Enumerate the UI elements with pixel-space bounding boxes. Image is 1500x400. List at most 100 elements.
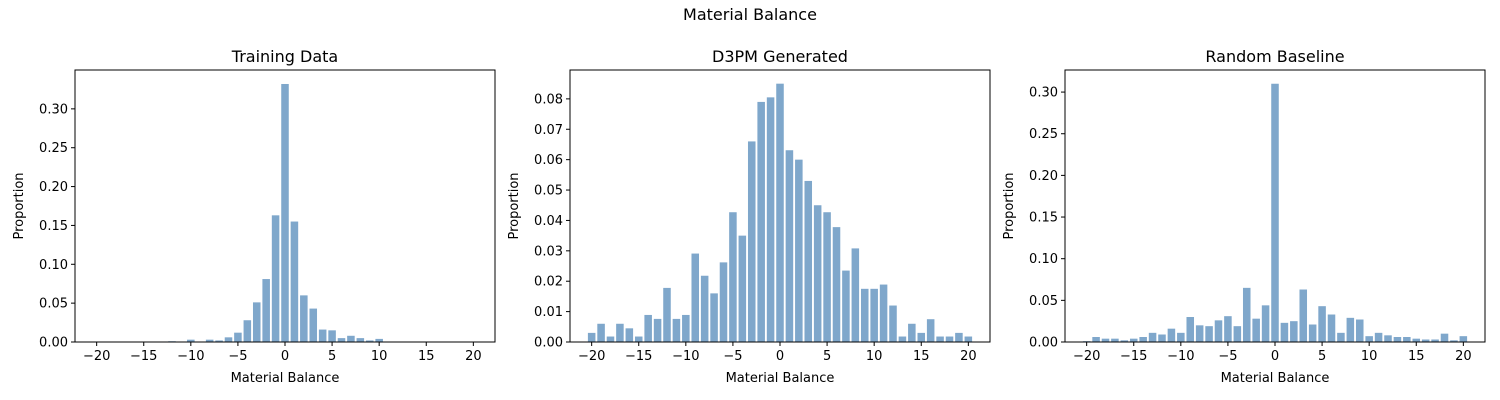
bar <box>964 336 973 342</box>
bar <box>1412 338 1421 342</box>
bar <box>1374 332 1383 342</box>
x-tick-label: 0 <box>776 349 784 364</box>
bar <box>365 340 374 342</box>
bar <box>1129 338 1138 342</box>
bar <box>625 328 634 342</box>
bar <box>1092 337 1100 342</box>
bar <box>842 270 850 342</box>
bar <box>1290 321 1298 342</box>
bar <box>1280 322 1289 342</box>
x-tick-label: 20 <box>960 349 977 364</box>
bar <box>926 319 935 342</box>
bar <box>1167 328 1176 342</box>
y-tick-label: 0.02 <box>534 275 563 290</box>
bar <box>243 320 252 342</box>
bar <box>1120 340 1129 342</box>
bar <box>1111 338 1119 342</box>
bar <box>1242 287 1251 342</box>
x-tick-label: −5 <box>1218 349 1237 364</box>
y-tick-label: 0.03 <box>534 244 563 259</box>
bar <box>1195 325 1204 342</box>
bar <box>1403 337 1411 342</box>
bar <box>1384 335 1392 342</box>
bar <box>832 227 841 342</box>
subplot-title: Random Baseline <box>1205 47 1344 66</box>
bar <box>1101 338 1110 342</box>
bar <box>234 332 242 342</box>
x-tick-label: −10 <box>1167 349 1194 364</box>
bar <box>597 323 605 342</box>
y-tick-label: 0.20 <box>39 180 68 195</box>
figure-title: Material Balance <box>683 5 817 24</box>
x-tick-label: 15 <box>913 349 930 364</box>
y-tick-label: 0.00 <box>1029 336 1058 351</box>
bar <box>328 330 336 342</box>
bar <box>587 332 596 342</box>
x-tick-label: −15 <box>130 349 157 364</box>
bar <box>757 101 765 342</box>
bar <box>634 336 643 342</box>
x-tick-label: 10 <box>371 349 388 364</box>
x-axis-label: Material Balance <box>1221 371 1330 386</box>
y-tick-label: 0.15 <box>1029 211 1058 226</box>
bar <box>1318 306 1326 342</box>
y-tick-label: 0.30 <box>39 102 68 117</box>
x-tick-label: 5 <box>328 349 336 364</box>
x-tick-label: −20 <box>578 349 605 364</box>
bar <box>205 339 214 342</box>
y-tick-label: 0.30 <box>1029 86 1058 101</box>
y-tick-label: 0.01 <box>534 305 563 320</box>
bar <box>375 338 383 342</box>
bar <box>795 159 803 342</box>
bar <box>347 335 355 342</box>
bar <box>271 215 280 342</box>
bar <box>813 205 822 342</box>
bar <box>889 305 897 342</box>
bar <box>785 150 794 342</box>
bar <box>908 323 916 342</box>
bar <box>309 308 318 342</box>
bar <box>1308 324 1317 342</box>
y-tick-label: 0.04 <box>534 214 563 229</box>
bar <box>187 339 195 342</box>
x-tick-label: 10 <box>866 349 883 364</box>
x-tick-label: 5 <box>823 349 831 364</box>
bar <box>1450 340 1458 342</box>
bar <box>616 323 624 342</box>
bar <box>663 287 671 342</box>
bar <box>1393 337 1402 342</box>
bar <box>300 295 308 342</box>
bar <box>1459 336 1468 342</box>
y-tick-label: 0.25 <box>1029 127 1058 142</box>
bar <box>1252 318 1260 342</box>
bar <box>1224 316 1232 342</box>
bar <box>1148 332 1157 342</box>
bar <box>337 338 346 342</box>
bar <box>1327 314 1336 342</box>
x-tick-label: 0 <box>281 349 289 364</box>
y-tick-label: 0.25 <box>39 141 68 156</box>
bar <box>1271 83 1279 342</box>
bar <box>356 338 365 342</box>
y-tick-label: 0.05 <box>39 297 68 312</box>
bar <box>1431 339 1439 342</box>
x-tick-label: 10 <box>1361 349 1378 364</box>
bar <box>766 97 775 342</box>
y-tick-label: 0.20 <box>1029 169 1058 184</box>
bar <box>870 288 878 342</box>
x-axis-label: Material Balance <box>726 371 835 386</box>
bar <box>691 253 700 342</box>
x-tick-label: 15 <box>1408 349 1425 364</box>
x-tick-label: −15 <box>1120 349 1147 364</box>
bar <box>1299 289 1308 342</box>
bar <box>1233 326 1242 342</box>
bar <box>1337 332 1345 342</box>
x-tick-label: −10 <box>672 349 699 364</box>
bar <box>851 248 860 342</box>
y-axis-label: Proportion <box>507 172 522 239</box>
bar <box>710 293 718 342</box>
y-tick-label: 0.07 <box>534 123 563 138</box>
x-axis-label: Material Balance <box>231 371 340 386</box>
subplot-title: D3PM Generated <box>712 47 848 66</box>
